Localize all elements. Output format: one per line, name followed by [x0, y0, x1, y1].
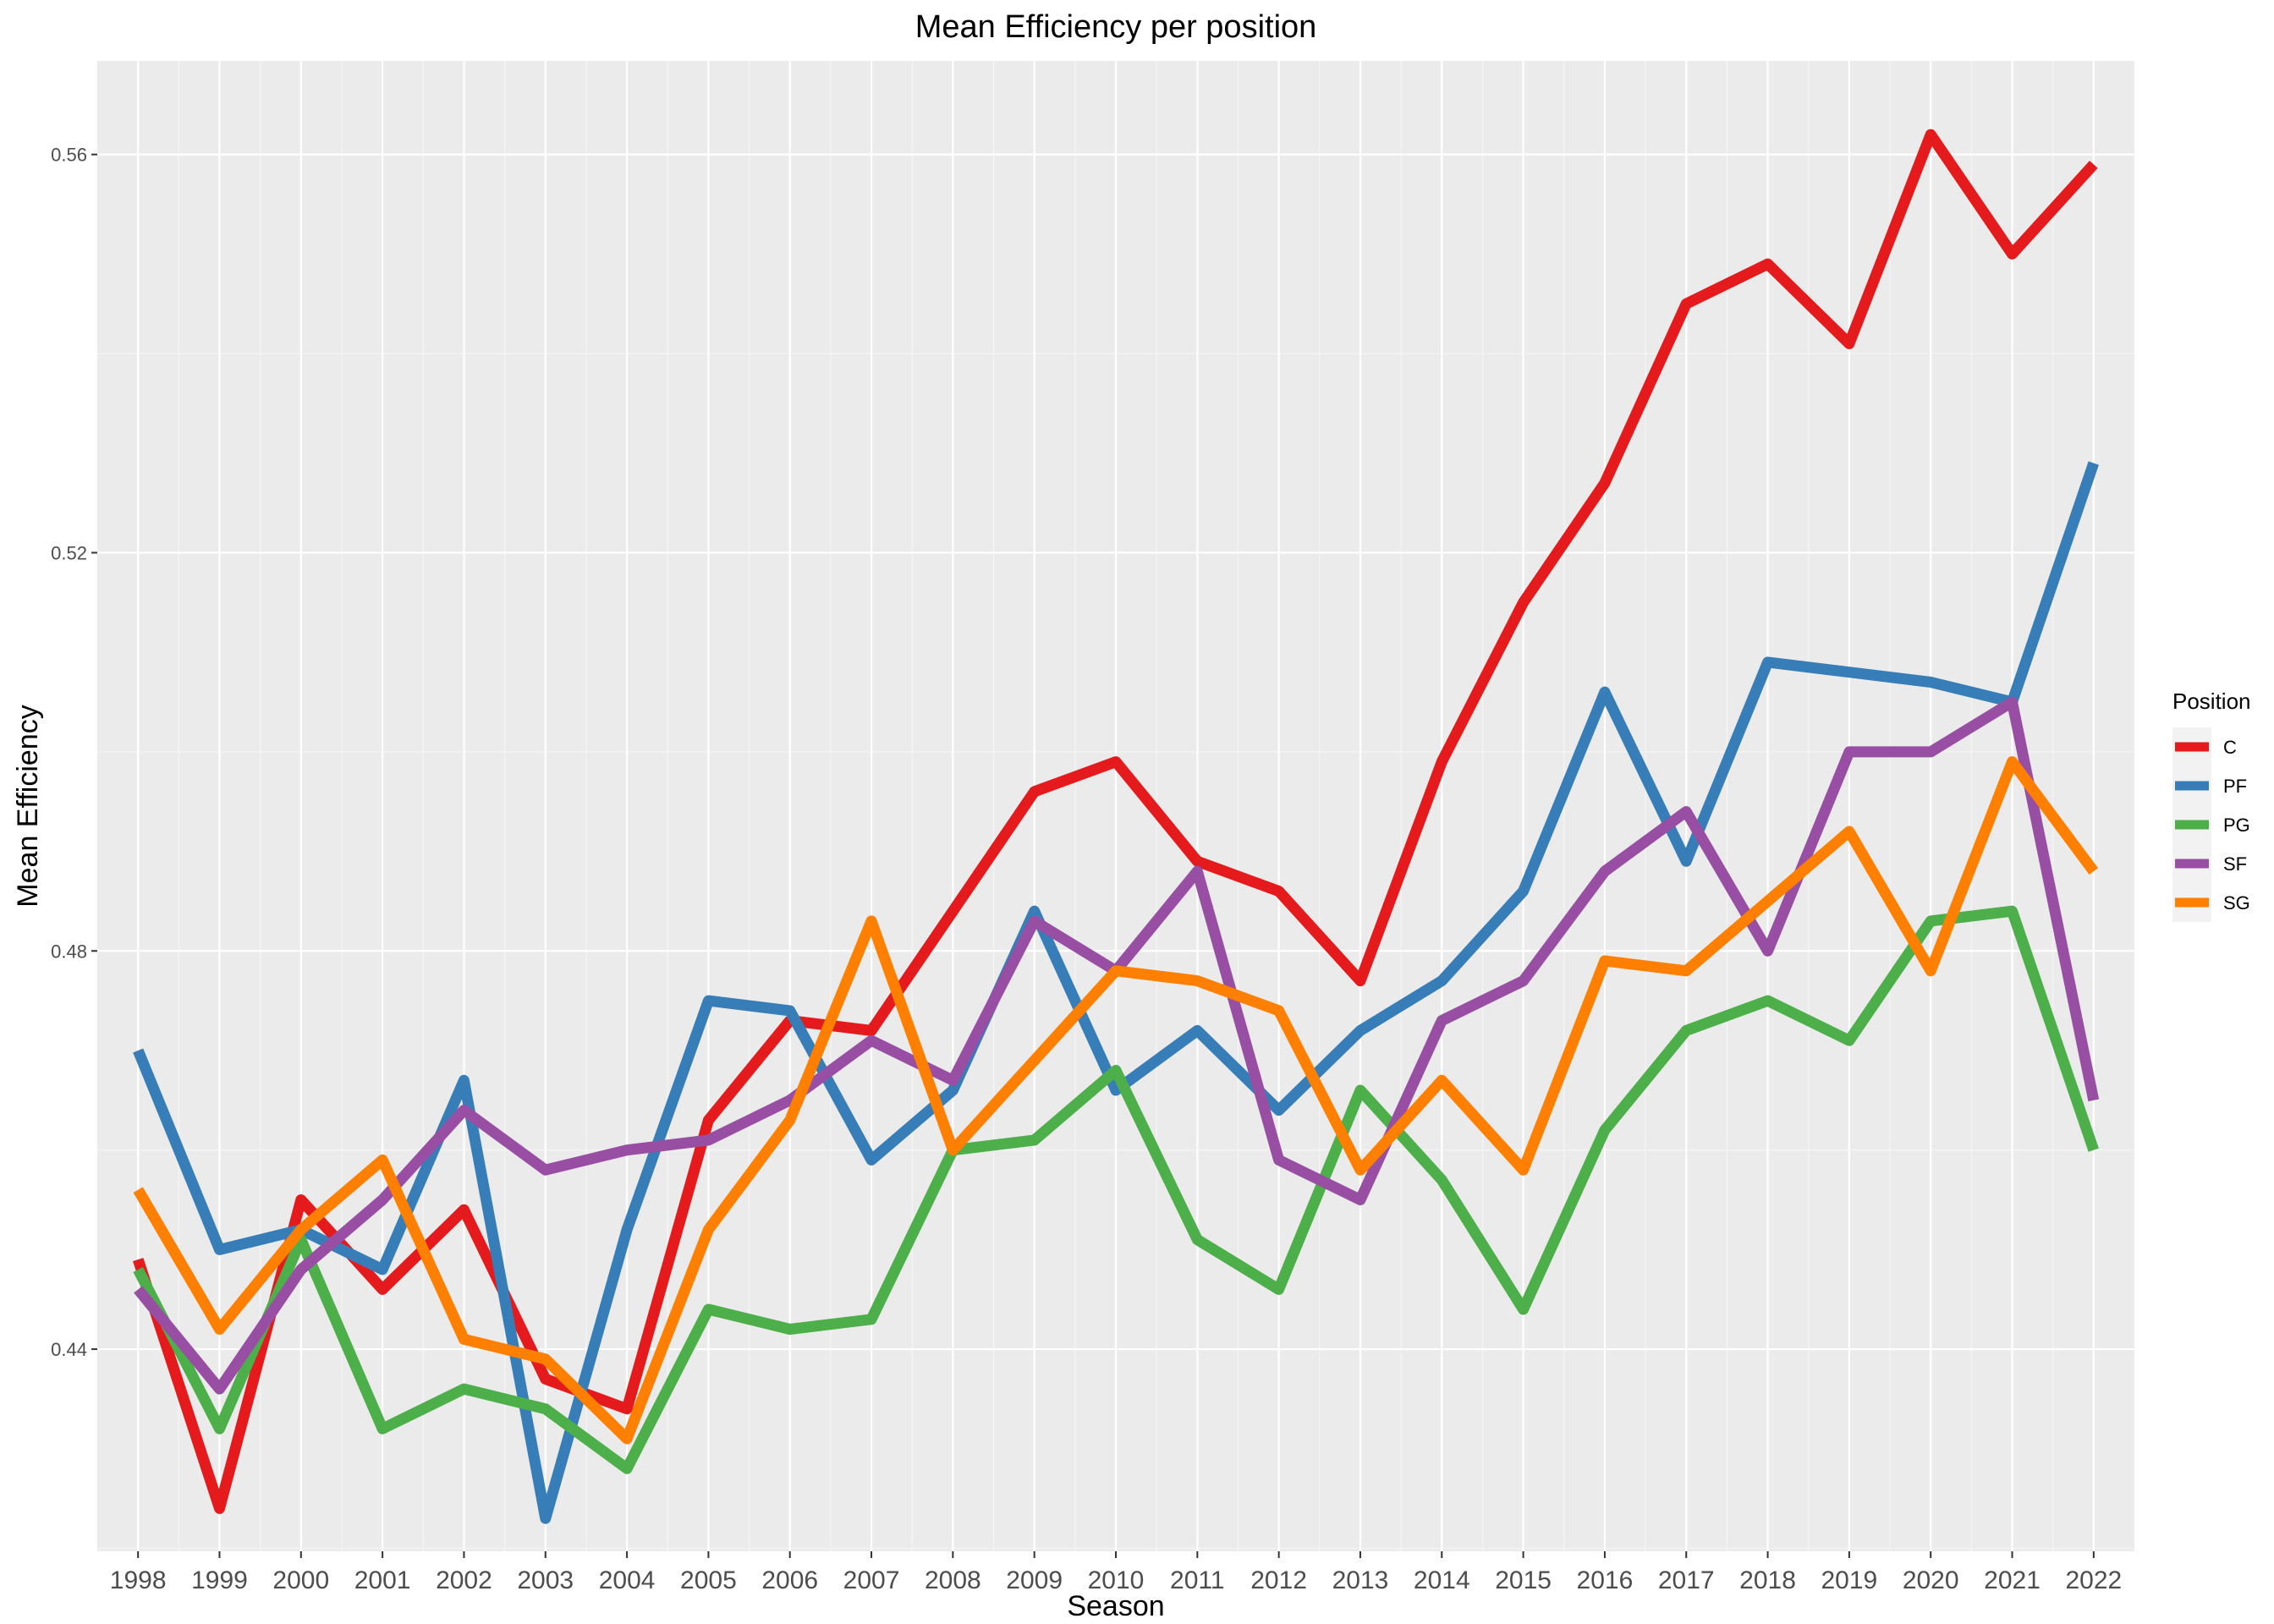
x-tick-label: 2000 [272, 1566, 329, 1594]
legend-label-pg: PG [2223, 815, 2250, 836]
x-tick-label: 2019 [1821, 1566, 1878, 1594]
x-tick-label: 1998 [110, 1566, 167, 1594]
x-tick-label: 2002 [436, 1566, 492, 1594]
series-line-pf [133, 461, 2099, 1524]
x-tick-label: 2004 [599, 1566, 656, 1594]
grid [97, 61, 2134, 1551]
x-tick-label: 2020 [1903, 1566, 1959, 1594]
x-tick-label: 2016 [1577, 1566, 1634, 1594]
x-axis-ticks: 1998 1999 2000 2001 2002 2003 2004 2005 2006 2007… [110, 1551, 2122, 1594]
legend-label-c: C [2223, 737, 2237, 758]
x-tick-label: 2011 [1170, 1566, 1225, 1594]
legend-title: Position [2172, 689, 2251, 714]
chart-title: Mean Efficiency per position [915, 9, 1317, 45]
x-tick-label: 2017 [1658, 1566, 1715, 1594]
x-tick-label: 2013 [1332, 1566, 1389, 1594]
x-tick-label: 2006 [761, 1566, 818, 1594]
y-axis-title: Mean Efficiency [12, 705, 44, 907]
legend-label-pf: PF [2223, 776, 2247, 797]
y-tick-label: 0.48 [51, 941, 87, 962]
series-line-sg [133, 756, 2099, 1445]
y-tick-label: 0.44 [51, 1339, 87, 1360]
x-tick-label: 1999 [191, 1566, 248, 1594]
x-tick-label: 2001 [354, 1566, 411, 1594]
legend: Position C PF PG SF SG [2172, 689, 2251, 922]
x-tick-label: 2014 [1414, 1566, 1470, 1594]
y-axis-ticks: 0.44 0.48 0.52 0.56 [51, 145, 97, 1360]
x-tick-label: 2015 [1495, 1566, 1552, 1594]
x-tick-label: 2021 [1984, 1566, 2041, 1594]
x-tick-label: 2005 [680, 1566, 737, 1594]
y-tick-label: 0.56 [51, 145, 87, 166]
x-tick-label: 2018 [1739, 1566, 1796, 1594]
x-tick-label: 2009 [1006, 1566, 1063, 1594]
x-tick-label: 2007 [843, 1566, 900, 1594]
x-tick-label: 2012 [1250, 1566, 1307, 1594]
series-line-pg [133, 905, 2099, 1474]
series-lines [133, 129, 2100, 1524]
legend-label-sf: SF [2223, 853, 2247, 875]
x-tick-label: 2003 [517, 1566, 574, 1594]
x-tick-label: 2010 [1088, 1566, 1145, 1594]
series-line-c [133, 129, 2098, 1514]
x-tick-label: 2008 [925, 1566, 981, 1594]
y-tick-label: 0.52 [51, 542, 87, 563]
legend-items: C PF PG SF SG [2172, 727, 2250, 922]
x-tick-label: 2022 [2065, 1566, 2122, 1594]
x-axis-title: Season [1067, 1590, 1164, 1622]
legend-label-sg: SG [2223, 892, 2250, 914]
